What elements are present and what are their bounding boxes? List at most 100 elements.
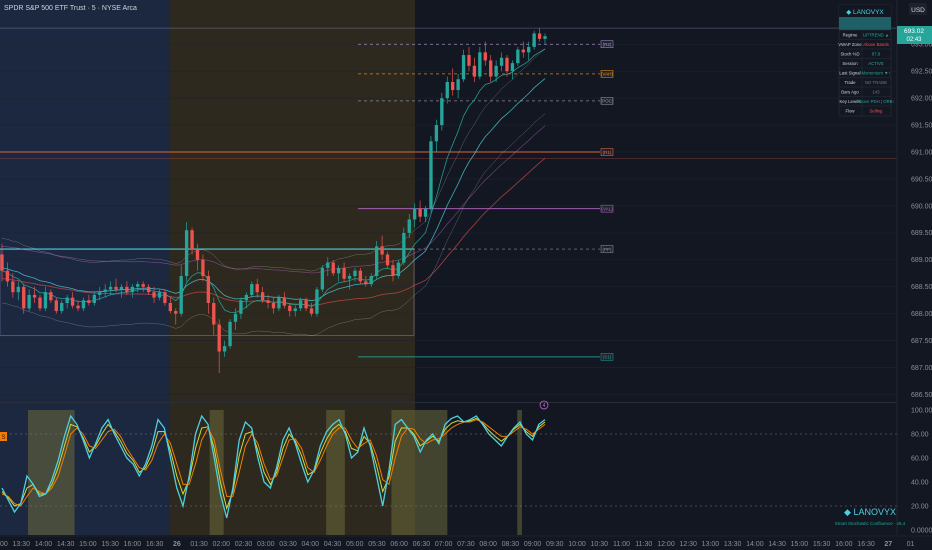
candle-body[interactable] xyxy=(87,300,91,303)
candle-body[interactable] xyxy=(114,286,118,290)
candle-body[interactable] xyxy=(320,267,325,290)
candle-body[interactable] xyxy=(456,79,460,91)
candle-body[interactable] xyxy=(206,276,211,303)
candle-body[interactable] xyxy=(326,262,330,268)
candle-body[interactable] xyxy=(146,286,151,293)
candle-body[interactable] xyxy=(266,300,270,303)
candle-body[interactable] xyxy=(136,284,140,287)
candle-body[interactable] xyxy=(358,270,363,282)
candle-body[interactable] xyxy=(70,297,75,306)
candle-body[interactable] xyxy=(461,55,466,80)
candle-body[interactable] xyxy=(260,292,265,301)
candle-body[interactable] xyxy=(440,98,444,126)
candle-body[interactable] xyxy=(244,294,249,301)
candle-body[interactable] xyxy=(315,289,319,314)
candle-body[interactable] xyxy=(38,297,42,309)
candle-body[interactable] xyxy=(309,308,314,314)
candle-body[interactable] xyxy=(483,52,487,61)
candle-body[interactable] xyxy=(11,281,15,293)
candle-body[interactable] xyxy=(174,311,178,314)
candle-body[interactable] xyxy=(92,294,96,303)
candle-body[interactable] xyxy=(336,267,341,274)
candle-body[interactable] xyxy=(478,52,482,77)
candle-body[interactable] xyxy=(228,321,232,347)
candle-body[interactable] xyxy=(396,262,401,277)
candle-body[interactable] xyxy=(543,36,547,39)
candle-body[interactable] xyxy=(375,246,379,277)
candle-body[interactable] xyxy=(27,294,31,309)
candle-body[interactable] xyxy=(380,246,384,255)
candle-body[interactable] xyxy=(141,284,145,287)
candle-body[interactable] xyxy=(298,300,303,309)
candle-body[interactable] xyxy=(222,346,227,352)
candle-body[interactable] xyxy=(179,276,183,314)
currency-button[interactable] xyxy=(909,3,927,15)
candle-body[interactable] xyxy=(184,230,189,277)
candle-body[interactable] xyxy=(369,276,373,285)
candle-body[interactable] xyxy=(163,292,167,303)
candle-body[interactable] xyxy=(282,297,287,306)
candle-body[interactable] xyxy=(347,276,352,279)
candle-body[interactable] xyxy=(304,300,308,309)
candle-body[interactable] xyxy=(195,249,200,260)
candle-body[interactable] xyxy=(54,300,58,312)
candle-body[interactable] xyxy=(201,259,205,277)
candle-body[interactable] xyxy=(353,270,357,277)
candle-body[interactable] xyxy=(217,324,221,352)
candle-body[interactable] xyxy=(65,297,69,303)
candle-body[interactable] xyxy=(521,49,525,53)
candle-body[interactable] xyxy=(472,65,477,77)
candle-body[interactable] xyxy=(505,57,509,72)
candle-body[interactable] xyxy=(494,65,498,77)
candle-body[interactable] xyxy=(5,270,10,282)
candle-body[interactable] xyxy=(537,33,542,39)
candle-body[interactable] xyxy=(119,286,124,290)
candle-body[interactable] xyxy=(32,294,37,298)
candle-body[interactable] xyxy=(271,302,276,309)
candle-body[interactable] xyxy=(467,55,471,66)
candle-body[interactable] xyxy=(0,254,4,271)
candle-body[interactable] xyxy=(293,308,297,312)
candle-body[interactable] xyxy=(342,267,346,279)
candle-body[interactable] xyxy=(16,286,20,293)
candle-body[interactable] xyxy=(510,63,515,72)
candle-body[interactable] xyxy=(429,141,433,209)
candle-body[interactable] xyxy=(233,313,238,322)
candle-body[interactable] xyxy=(516,49,520,64)
candle-body[interactable] xyxy=(157,292,162,298)
candle-body[interactable] xyxy=(103,289,107,293)
candle-body[interactable] xyxy=(331,262,335,274)
candle-body[interactable] xyxy=(413,208,417,220)
candle-body[interactable] xyxy=(391,265,395,277)
candle-body[interactable] xyxy=(402,232,406,263)
candle-body[interactable] xyxy=(49,292,53,301)
candles[interactable] xyxy=(0,28,547,374)
candle-body[interactable] xyxy=(130,286,134,293)
candle-body[interactable] xyxy=(98,292,102,295)
candle-body[interactable] xyxy=(407,219,411,233)
candle-body[interactable] xyxy=(277,297,281,309)
candle-body[interactable] xyxy=(81,300,86,309)
candle-body[interactable] xyxy=(250,284,254,295)
candle-body[interactable] xyxy=(239,300,243,314)
candle-body[interactable] xyxy=(125,286,129,293)
candle-body[interactable] xyxy=(22,286,26,309)
candle-body[interactable] xyxy=(212,302,216,325)
candle-body[interactable] xyxy=(385,254,390,266)
candle-body[interactable] xyxy=(288,305,292,312)
candle-body[interactable] xyxy=(364,281,368,285)
candle-body[interactable] xyxy=(108,286,113,290)
candle-body[interactable] xyxy=(418,208,422,217)
candle-body[interactable] xyxy=(168,302,172,312)
osc-marker[interactable] xyxy=(539,400,549,410)
candle-body[interactable] xyxy=(489,60,493,77)
candle-body[interactable] xyxy=(60,302,64,312)
candle-body[interactable] xyxy=(499,57,504,66)
candle-body[interactable] xyxy=(434,125,439,142)
candle-body[interactable] xyxy=(532,33,536,47)
stochastic-oscillator[interactable] xyxy=(0,410,897,535)
candle-body[interactable] xyxy=(43,292,48,309)
candle-body[interactable] xyxy=(190,230,194,250)
candle-body[interactable] xyxy=(423,208,428,217)
candle-body[interactable] xyxy=(527,46,531,53)
